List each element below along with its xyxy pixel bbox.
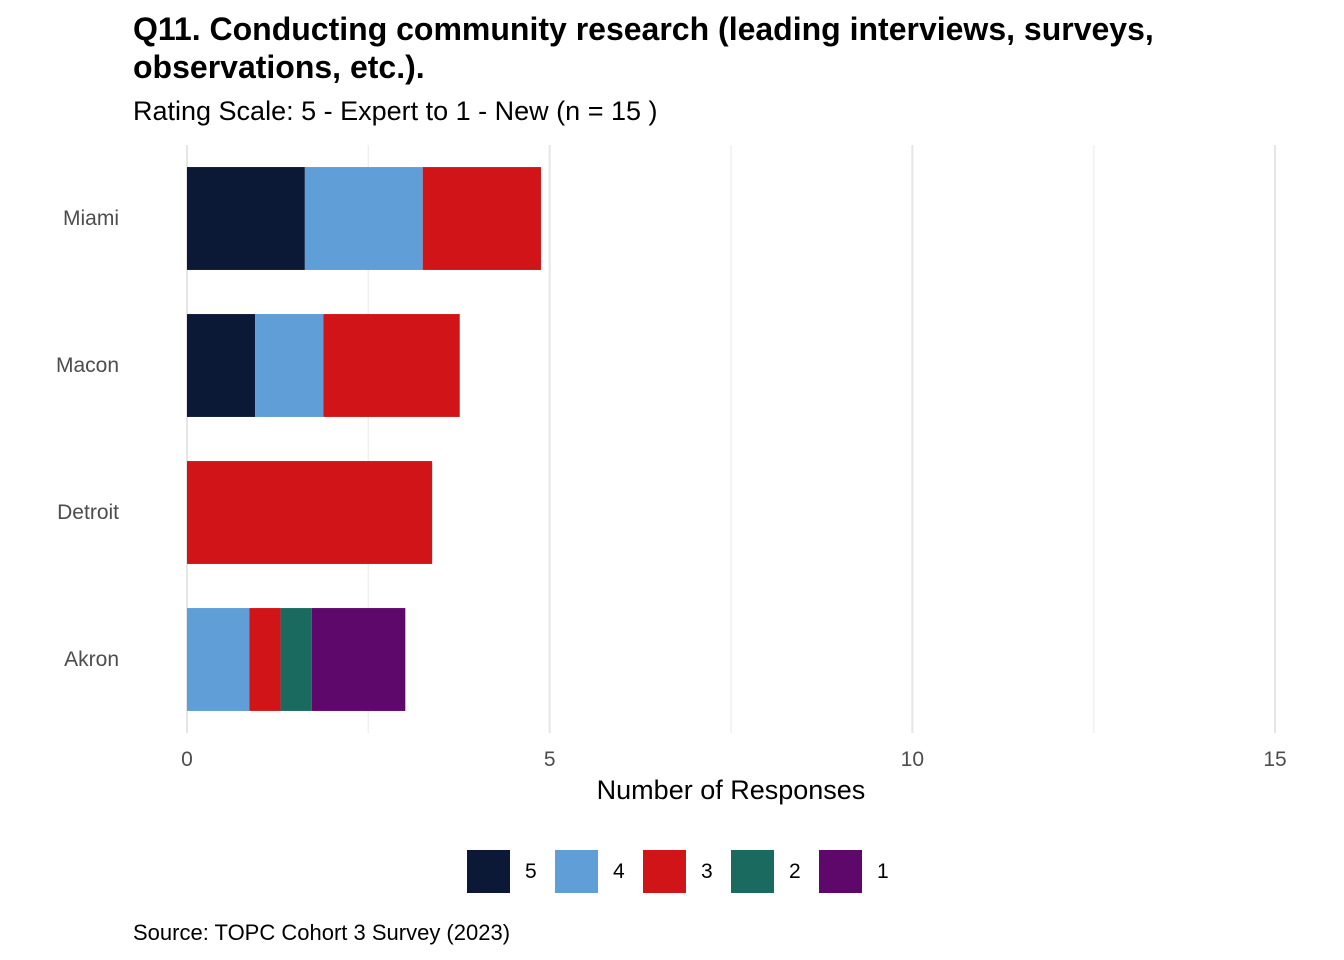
bar-segment	[187, 608, 250, 711]
x-tick-label: 5	[544, 748, 556, 771]
legend-key	[819, 850, 862, 893]
y-tick-label: Detroit	[57, 501, 119, 524]
legend-label: 2	[789, 860, 801, 883]
chart-subtitle: Rating Scale: 5 - Expert to 1 - New (n =…	[133, 96, 658, 126]
x-axis-title: Number of Responses	[597, 775, 866, 805]
chart-title: Q11. Conducting community research (lead…	[133, 11, 1154, 85]
bar-segment	[422, 167, 541, 270]
legend-label: 5	[525, 860, 537, 883]
x-tick-label: 0	[181, 748, 193, 771]
legend-key	[643, 850, 686, 893]
y-tick-label: Macon	[56, 354, 119, 377]
x-tick-label: 10	[901, 748, 924, 771]
y-tick-label: Miami	[63, 207, 119, 230]
bar-segment	[304, 167, 423, 270]
legend-key	[555, 850, 598, 893]
bar-segment	[187, 167, 305, 270]
legend-key	[467, 850, 510, 893]
legend-label: 3	[701, 860, 713, 883]
bar-segment	[249, 608, 281, 711]
bar-segment	[280, 608, 312, 711]
legend-label: 4	[613, 860, 625, 883]
x-tick-label: 15	[1263, 748, 1286, 771]
bar-segment	[187, 461, 433, 564]
legend-label: 1	[877, 860, 889, 883]
bar-segment	[255, 314, 324, 417]
bar-segment	[187, 314, 256, 417]
y-tick-label: Akron	[64, 648, 119, 671]
source-caption: Source: TOPC Cohort 3 Survey (2023)	[133, 920, 511, 945]
legend-key	[731, 850, 774, 893]
bar-segment	[311, 608, 406, 711]
bar-segment	[323, 314, 460, 417]
